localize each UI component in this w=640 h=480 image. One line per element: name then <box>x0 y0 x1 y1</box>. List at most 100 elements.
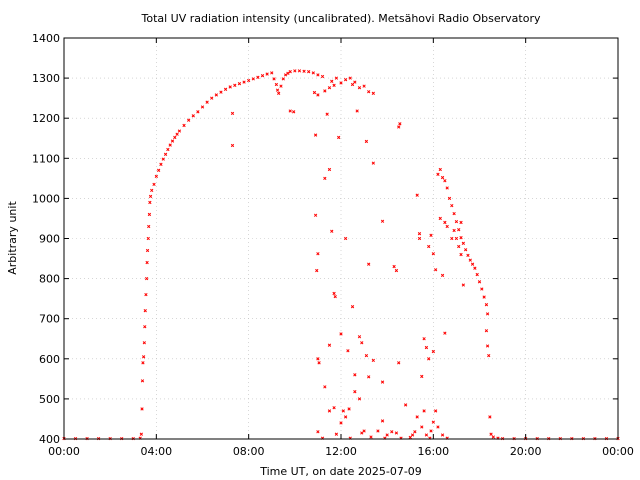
data-point <box>233 83 237 87</box>
data-point <box>297 69 302 73</box>
data-point <box>473 266 477 270</box>
data-point <box>150 188 154 193</box>
data-point <box>468 258 472 262</box>
data-point <box>454 220 459 224</box>
data-point <box>360 341 364 345</box>
y-tick-label: 800 <box>39 273 60 286</box>
data-point <box>385 433 389 437</box>
data-point <box>353 80 357 84</box>
data-point <box>288 70 292 74</box>
data-point <box>292 110 296 114</box>
data-point <box>357 335 362 339</box>
data-point <box>397 361 401 365</box>
data-point <box>422 337 426 341</box>
data-point <box>392 264 396 269</box>
data-point <box>461 241 465 245</box>
data-point <box>433 268 438 272</box>
data-point <box>371 161 375 165</box>
data-point <box>450 236 454 241</box>
data-point <box>488 415 492 419</box>
data-point <box>339 81 343 85</box>
data-point <box>205 100 209 104</box>
data-point <box>415 193 419 197</box>
data-point <box>380 380 385 384</box>
data-point <box>337 135 341 140</box>
data-point <box>139 432 143 436</box>
data-point <box>260 74 265 78</box>
data-point <box>275 88 280 92</box>
data-point <box>334 76 339 80</box>
data-point <box>144 276 149 281</box>
data-point <box>168 143 172 147</box>
data-point <box>214 93 219 97</box>
data-point <box>311 71 315 75</box>
data-point <box>364 139 369 144</box>
data-point <box>357 86 362 90</box>
data-point <box>177 129 182 133</box>
data-point <box>422 409 426 413</box>
data-point <box>410 433 415 437</box>
data-point <box>364 353 369 358</box>
data-point <box>313 213 318 217</box>
data-point <box>316 252 320 256</box>
data-point <box>482 295 486 299</box>
data-point <box>302 69 306 73</box>
data-point <box>440 433 445 437</box>
data-point <box>161 157 165 161</box>
data-point <box>327 167 332 172</box>
data-point <box>380 219 385 223</box>
data-point <box>274 82 279 87</box>
data-point <box>265 72 269 76</box>
data-point <box>429 429 433 433</box>
y-tick-label: 600 <box>39 353 60 366</box>
data-point <box>316 357 320 361</box>
data-point <box>360 431 364 435</box>
x-tick-label: 00:00 <box>602 445 634 458</box>
data-point <box>443 331 447 335</box>
data-point <box>447 196 452 201</box>
data-point <box>141 361 145 365</box>
data-point <box>313 133 318 137</box>
y-tick-label: 500 <box>39 393 60 406</box>
y-tick-label: 700 <box>39 313 60 326</box>
data-point <box>371 91 375 95</box>
y-tick-label: 1400 <box>32 32 60 45</box>
data-point <box>427 244 431 249</box>
data-point <box>362 84 366 88</box>
data-point <box>281 77 285 81</box>
data-point <box>484 329 489 333</box>
data-point <box>440 273 445 278</box>
data-point <box>417 232 422 236</box>
data-point <box>477 280 482 284</box>
data-point <box>463 248 468 252</box>
data-point <box>320 74 325 79</box>
data-point <box>141 355 146 359</box>
data-point <box>445 224 449 229</box>
data-point <box>140 379 145 383</box>
data-point <box>147 212 152 217</box>
grid-lines <box>64 38 618 439</box>
y-tick-label: 1300 <box>32 72 60 85</box>
data-point <box>485 312 490 316</box>
data-point <box>333 294 337 299</box>
data-point <box>316 93 320 97</box>
y-axis-label: Arbitrary unit <box>6 201 19 275</box>
data-point <box>457 228 461 232</box>
data-point <box>159 162 163 166</box>
data-point <box>397 125 401 129</box>
y-tick-label: 400 <box>39 433 60 446</box>
data-point <box>330 229 334 233</box>
data-point <box>142 341 146 345</box>
data-point <box>350 305 355 309</box>
data-point <box>191 114 195 118</box>
data-point <box>293 69 297 73</box>
data-point <box>270 71 274 75</box>
data-point <box>431 252 435 256</box>
data-point <box>484 303 489 307</box>
data-point <box>196 110 200 114</box>
data-point <box>223 87 228 91</box>
data-point <box>323 89 327 93</box>
data-point <box>140 407 144 411</box>
data-point <box>327 86 332 90</box>
